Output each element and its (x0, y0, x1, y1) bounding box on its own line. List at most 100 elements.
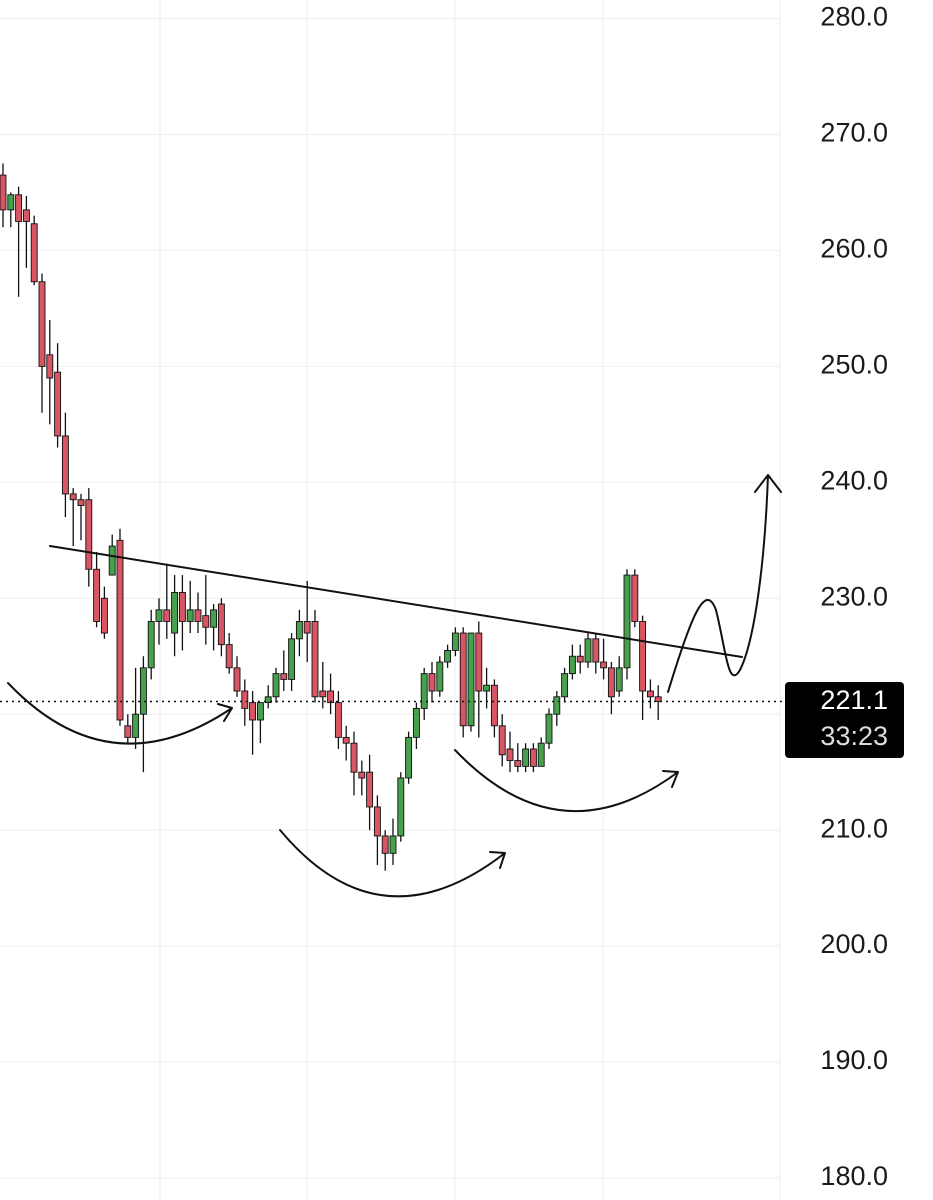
y-tick-label: 270.0 (820, 118, 888, 148)
y-tick-label: 200.0 (820, 929, 888, 959)
y-tick-label: 180.0 (820, 1161, 888, 1191)
candle-body (568, 655, 576, 675)
candle-body (631, 574, 639, 622)
candle-body (0, 174, 7, 211)
candle-body (319, 690, 327, 698)
candle-body (646, 690, 654, 698)
arrow-projection (667, 474, 782, 693)
candle-body (46, 354, 54, 379)
candle-body (350, 742, 358, 773)
candle-body (342, 736, 350, 744)
candle-body (108, 545, 116, 576)
countdown: 33:23 (820, 721, 888, 751)
candle-body (405, 736, 413, 779)
candle-body (514, 760, 522, 767)
candle-body (38, 281, 46, 367)
candle-body (116, 539, 124, 721)
candle-body (490, 684, 498, 727)
candle-body (428, 673, 436, 692)
candle-body (451, 632, 459, 651)
candle-body (334, 702, 342, 738)
candle-body (194, 609, 202, 622)
y-tick-label: 230.0 (820, 581, 888, 611)
candle-body (7, 194, 15, 211)
candle-body (155, 609, 163, 622)
candle-body (623, 574, 631, 669)
candle-body (171, 592, 179, 634)
candle-body (553, 696, 561, 715)
y-axis: 180.0190.0200.0210.0220.0230.0240.0250.0… (820, 2, 888, 1191)
candle-body (147, 620, 155, 669)
candle-body (436, 661, 444, 692)
candle-body (241, 690, 249, 709)
candle-body (584, 638, 592, 663)
candle-body (233, 667, 241, 692)
candle-body (22, 209, 30, 222)
candle-body (412, 707, 420, 738)
price-badge: 221.1 33:23 (785, 682, 904, 758)
neckline (49, 545, 743, 658)
candle-body (85, 499, 93, 570)
candle-body (639, 620, 647, 692)
candle-body (100, 597, 108, 634)
candle-body (366, 771, 374, 808)
y-tick-label: 250.0 (820, 350, 888, 380)
candle-body (545, 713, 553, 744)
candle-body (358, 771, 366, 779)
candle-body (607, 667, 615, 698)
candle-body (537, 742, 545, 767)
candle-body (132, 713, 140, 738)
candle-body (264, 696, 272, 704)
candle-body (280, 673, 288, 680)
candle-body (561, 673, 569, 698)
candle-body (217, 603, 225, 646)
arrow-left-shoulder (7, 682, 233, 745)
candle-body (93, 568, 101, 622)
candle-body (389, 835, 397, 854)
candle-body (69, 493, 77, 501)
candle-body (256, 702, 264, 721)
y-tick-label: 280.0 (820, 2, 888, 32)
candle-body (459, 632, 467, 727)
candle-body (444, 649, 452, 663)
y-tick-label: 240.0 (820, 465, 888, 495)
candle-body (272, 673, 280, 698)
candle-body (15, 194, 23, 222)
candle-body (397, 777, 405, 837)
grid (0, 0, 781, 1200)
candle-body (467, 632, 475, 727)
candle-body (576, 655, 584, 663)
candle-body (225, 644, 233, 669)
candle-body (592, 638, 600, 663)
candle-body (420, 673, 428, 709)
candle-body (373, 806, 381, 837)
candle-body (381, 835, 389, 854)
candles (0, 163, 785, 871)
candle-body (498, 725, 506, 756)
candle-body (124, 725, 132, 738)
candle-body (30, 223, 38, 283)
badge-box (785, 682, 904, 758)
arrow-head (279, 829, 506, 898)
candle-body (295, 620, 303, 640)
candle-body (61, 435, 69, 495)
candle-body (506, 748, 514, 762)
candle-body (210, 609, 218, 628)
y-tick-label: 190.0 (820, 1045, 888, 1075)
candle-body (54, 371, 62, 437)
candle-body (327, 690, 335, 704)
candle-body (139, 667, 147, 715)
candle-body (483, 684, 491, 692)
candle-body (522, 748, 530, 767)
candle-body (186, 609, 194, 622)
candle-body (475, 632, 483, 692)
candle-body (600, 661, 608, 669)
candle-body (311, 620, 319, 698)
candle-body (303, 620, 311, 634)
last-price-label: 221.1 (820, 685, 888, 715)
candle-body (163, 609, 171, 622)
candle-body (77, 499, 85, 506)
y-tick-label: 260.0 (820, 234, 888, 264)
arrow-right-shoulder (454, 749, 679, 812)
